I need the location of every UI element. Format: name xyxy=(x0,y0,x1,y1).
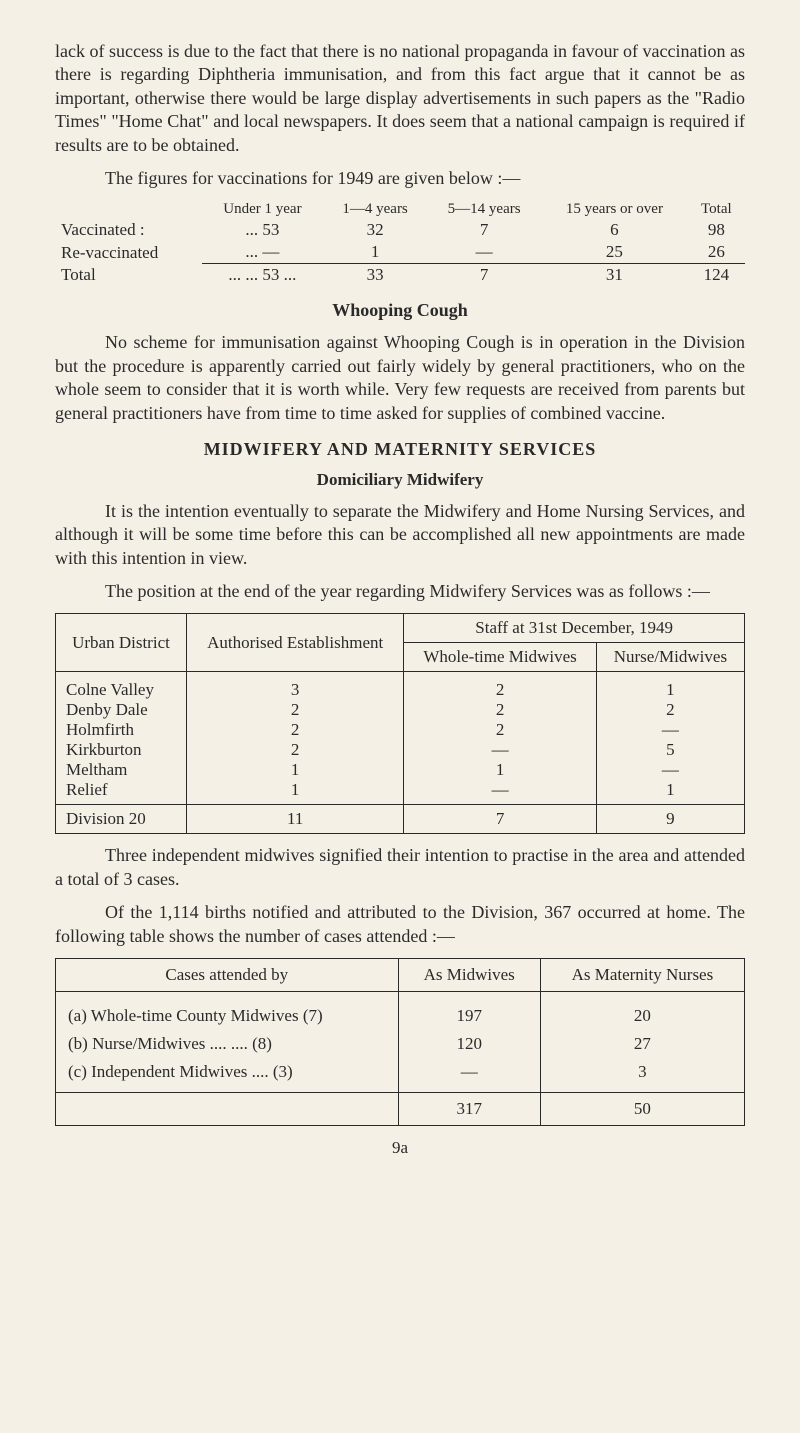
staff-row-district: Denby Dale xyxy=(66,700,176,720)
vacc-total-label: Total xyxy=(55,264,202,287)
cases-total-blank xyxy=(56,1093,399,1126)
vacc-header-5-14: 5—14 years xyxy=(427,200,541,219)
staff-total-nurse: 9 xyxy=(596,805,744,834)
vacc-cell: ... 53 xyxy=(202,219,323,241)
domiciliary-para2: The position at the end of the year rega… xyxy=(55,580,745,603)
vacc-row2-label: Re-vaccinated xyxy=(55,241,202,264)
cases-mid-cell: 197 120 — xyxy=(398,992,540,1093)
cases-row-label: (c) Independent Midwives .... (3) xyxy=(68,1058,386,1086)
vacc-total-cell: ... ... 53 ... xyxy=(202,264,323,287)
vacc-total-cell: 124 xyxy=(688,264,745,287)
cases-header-nurse: As Maternity Nurses xyxy=(540,959,744,992)
figures-intro: The figures for vaccinations for 1949 ar… xyxy=(55,167,745,190)
staff-row-district: Kirkburton xyxy=(66,740,176,760)
staff-total-whole: 7 xyxy=(404,805,596,834)
staff-whole-val: 2 xyxy=(414,700,585,720)
vacc-row1-label: Vaccinated : xyxy=(55,219,202,241)
staff-nurse-val: 1 xyxy=(607,680,734,700)
domiciliary-heading: Domiciliary Midwifery xyxy=(55,470,745,490)
staff-header-top: Staff at 31st December, 1949 xyxy=(404,614,745,643)
whooping-paragraph: No scheme for immunisation against Whoop… xyxy=(55,331,745,425)
staff-districts-cell: Colne Valley Denby Dale Holmfirth Kirkbu… xyxy=(56,672,187,805)
cases-row-label: (a) Whole-time County Midwives (7) xyxy=(68,1002,386,1030)
vacc-cell: ... — xyxy=(202,241,323,264)
vacc-cell: 25 xyxy=(541,241,688,264)
vacc-header-under1: Under 1 year xyxy=(202,200,323,219)
domiciliary-para1: It is the intention eventually to separa… xyxy=(55,500,745,570)
staff-row-district: Meltham xyxy=(66,760,176,780)
staff-nurse-val: — xyxy=(607,760,734,780)
staff-whole-val: 2 xyxy=(414,680,585,700)
staff-nurse-val: 5 xyxy=(607,740,734,760)
vacc-cell: 1 xyxy=(323,241,427,264)
staff-auth-val: 1 xyxy=(197,760,393,780)
staff-total-auth: 11 xyxy=(186,805,403,834)
intro-paragraph: lack of success is due to the fact that … xyxy=(55,40,745,157)
staff-nurse-val: 1 xyxy=(607,780,734,800)
staff-table: Urban District Authorised Establishment … xyxy=(55,613,745,834)
staff-auth-val: 2 xyxy=(197,740,393,760)
cases-mid-val: 120 xyxy=(411,1030,528,1058)
staff-header-auth: Authorised Establishment xyxy=(186,614,403,672)
staff-auth-val: 1 xyxy=(197,780,393,800)
staff-row-district: Colne Valley xyxy=(66,680,176,700)
cases-nurse-val: 20 xyxy=(553,1002,732,1030)
staff-nurse-val: — xyxy=(607,720,734,740)
page-number: 9a xyxy=(55,1138,745,1158)
staff-whole-val: — xyxy=(414,740,585,760)
vacc-cell: 98 xyxy=(688,219,745,241)
cases-nurse-cell: 20 27 3 xyxy=(540,992,744,1093)
staff-whole-val: 2 xyxy=(414,720,585,740)
whooping-heading: Whooping Cough xyxy=(55,300,745,321)
cases-row-label: (b) Nurse/Midwives .... .... (8) xyxy=(68,1030,386,1058)
vacc-cell: 26 xyxy=(688,241,745,264)
staff-header-nurse: Nurse/Midwives xyxy=(596,643,744,672)
staff-header-district: Urban District xyxy=(56,614,187,672)
cases-nurse-val: 3 xyxy=(553,1058,732,1086)
vacc-cell: 7 xyxy=(427,219,541,241)
vacc-total-cell: 31 xyxy=(541,264,688,287)
midwifery-heading: MIDWIFERY AND MATERNITY SERVICES xyxy=(55,439,745,460)
staff-nurse-val: 2 xyxy=(607,700,734,720)
vacc-cell: 6 xyxy=(541,219,688,241)
staff-auth-val: 2 xyxy=(197,700,393,720)
staff-auth-cell: 3 2 2 2 1 1 xyxy=(186,672,403,805)
vacc-header-15plus: 15 years or over xyxy=(541,200,688,219)
births-para: Of the 1,114 births notified and attribu… xyxy=(55,901,745,948)
cases-total-nurse: 50 xyxy=(540,1093,744,1126)
staff-auth-val: 3 xyxy=(197,680,393,700)
staff-row-district: Holmfirth xyxy=(66,720,176,740)
staff-total-label: Division 20 xyxy=(56,805,187,834)
vacc-header-total: Total xyxy=(688,200,745,219)
cases-total-mid: 317 xyxy=(398,1093,540,1126)
staff-row-district: Relief xyxy=(66,780,176,800)
vaccination-table: Under 1 year 1—4 years 5—14 years 15 yea… xyxy=(55,200,745,286)
cases-mid-val: — xyxy=(411,1058,528,1086)
vacc-total-cell: 33 xyxy=(323,264,427,287)
staff-nurse-cell: 1 2 — 5 — 1 xyxy=(596,672,744,805)
staff-whole-val: 1 xyxy=(414,760,585,780)
cases-nurse-val: 27 xyxy=(553,1030,732,1058)
vacc-header-1-4: 1—4 years xyxy=(323,200,427,219)
three-midwives-para: Three independent midwives signified the… xyxy=(55,844,745,891)
staff-whole-val: — xyxy=(414,780,585,800)
staff-auth-val: 2 xyxy=(197,720,393,740)
cases-labels-cell: (a) Whole-time County Midwives (7) (b) N… xyxy=(56,992,399,1093)
cases-mid-val: 197 xyxy=(411,1002,528,1030)
vacc-cell: — xyxy=(427,241,541,264)
cases-header-cases: Cases attended by xyxy=(56,959,399,992)
cases-header-mid: As Midwives xyxy=(398,959,540,992)
vacc-cell: 32 xyxy=(323,219,427,241)
vacc-total-cell: 7 xyxy=(427,264,541,287)
staff-whole-cell: 2 2 2 — 1 — xyxy=(404,672,596,805)
staff-header-whole: Whole-time Midwives xyxy=(404,643,596,672)
vacc-header-blank xyxy=(55,200,202,219)
cases-table: Cases attended by As Midwives As Materni… xyxy=(55,958,745,1126)
